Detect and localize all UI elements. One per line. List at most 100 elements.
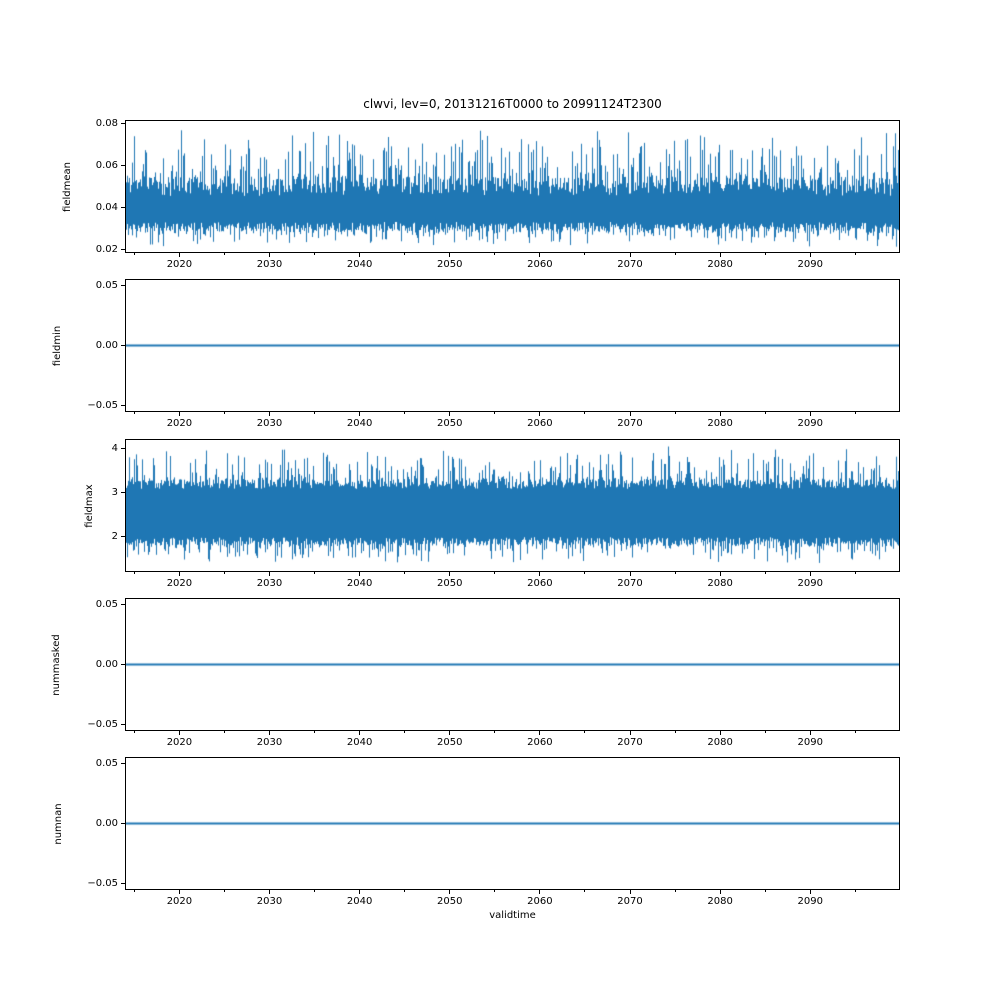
x-minor-tick [674, 890, 676, 892]
x-minor-tick [133, 890, 135, 892]
x-tick [449, 412, 451, 416]
x-tick-label: 2070 [617, 737, 643, 748]
y-tick [121, 823, 125, 824]
x-minor-tick [494, 731, 496, 733]
x-tick [719, 412, 721, 416]
x-minor-tick [404, 731, 406, 733]
x-tick-label: 2080 [707, 418, 733, 429]
x-tick [269, 572, 271, 576]
x-minor-tick [494, 572, 496, 574]
x-tick [359, 890, 361, 894]
x-minor-tick [223, 572, 225, 574]
x-tick-label: 2020 [166, 737, 193, 748]
y-tick [121, 491, 125, 493]
x-minor-tick [223, 890, 225, 892]
x-minor-tick [584, 412, 586, 414]
x-tick [178, 572, 180, 576]
x-minor-tick [404, 572, 406, 574]
x-tick [629, 890, 631, 894]
subplot-numnan [125, 757, 900, 890]
x-minor-tick [584, 731, 586, 733]
x-tick [629, 412, 631, 416]
x-minor-tick [674, 412, 676, 414]
x-tick-label: 2050 [437, 737, 463, 748]
x-minor-tick [223, 731, 225, 733]
x-tick-label: 2020 [166, 896, 193, 907]
subplot-nummasked [125, 598, 900, 731]
y-axis-label-fieldmin: fieldmin [52, 325, 63, 366]
y-tick-label: 2 [111, 530, 118, 542]
y-tick [121, 285, 125, 287]
x-tick-label: 2090 [797, 737, 823, 748]
x-minor-tick [854, 731, 856, 733]
x-minor-tick [764, 412, 766, 414]
x-minor-tick [223, 412, 225, 414]
x-minor-tick [404, 890, 406, 892]
y-tick [121, 345, 125, 346]
y-tick [121, 882, 125, 884]
x-tick [449, 731, 451, 735]
y-tick [121, 123, 125, 125]
x-tick-label: 2090 [797, 578, 823, 589]
x-tick-label: 2030 [256, 259, 283, 270]
x-tick [629, 253, 631, 257]
x-minor-tick [494, 890, 496, 892]
x-tick [809, 253, 811, 257]
x-tick [719, 890, 721, 894]
x-tick-label: 2040 [346, 578, 373, 589]
x-tick [359, 572, 361, 576]
x-tick [269, 890, 271, 894]
x-tick [539, 890, 541, 894]
y-tick [121, 664, 125, 665]
x-tick [449, 890, 451, 894]
x-tick-label: 2050 [437, 578, 463, 589]
x-tick-label: 2040 [346, 259, 373, 270]
x-tick-label: 2030 [256, 896, 283, 907]
x-tick-label: 2030 [256, 737, 283, 748]
x-tick-label: 2070 [617, 259, 643, 270]
y-tick [121, 165, 125, 167]
y-tick-label: 0.02 [95, 243, 118, 255]
x-tick [719, 572, 721, 576]
x-minor-tick [314, 890, 316, 892]
x-tick-label: 2080 [707, 259, 733, 270]
y-tick [121, 604, 125, 606]
y-tick-label: 3 [111, 486, 118, 498]
y-axis-label-fieldmax: fieldmax [84, 483, 95, 528]
x-tick-label: 2070 [617, 418, 643, 429]
y-tick-label: 0.08 [95, 118, 118, 130]
y-tick [121, 723, 125, 725]
x-minor-tick [674, 572, 676, 574]
y-tick-label: −0.05 [87, 718, 118, 730]
y-tick-label: 4 [111, 442, 118, 454]
x-tick [178, 253, 180, 257]
x-minor-tick [764, 253, 766, 255]
x-minor-tick [854, 572, 856, 574]
x-tick-label: 2070 [617, 578, 643, 589]
y-axis-label-numnan: numnan [53, 802, 64, 845]
x-tick [178, 412, 180, 416]
x-minor-tick [494, 253, 496, 255]
x-minor-tick [854, 412, 856, 414]
y-tick [121, 535, 125, 537]
series-fieldmin [126, 280, 899, 411]
x-minor-tick [314, 572, 316, 574]
subplot-fieldmin [125, 279, 900, 412]
x-tick [539, 731, 541, 735]
y-tick-label: 0.00 [95, 340, 118, 351]
series-nummasked [126, 599, 899, 730]
x-minor-tick [854, 890, 856, 892]
y-tick-label: 0.05 [95, 758, 118, 770]
x-minor-tick [314, 253, 316, 255]
x-minor-tick [764, 731, 766, 733]
x-tick [449, 572, 451, 576]
x-tick [269, 731, 271, 735]
x-tick [809, 412, 811, 416]
x-tick [269, 253, 271, 257]
x-tick-label: 2060 [527, 578, 553, 589]
series-fieldmean [126, 121, 899, 252]
y-tick [121, 404, 125, 406]
x-minor-tick [584, 253, 586, 255]
x-tick-label: 2020 [166, 418, 193, 429]
